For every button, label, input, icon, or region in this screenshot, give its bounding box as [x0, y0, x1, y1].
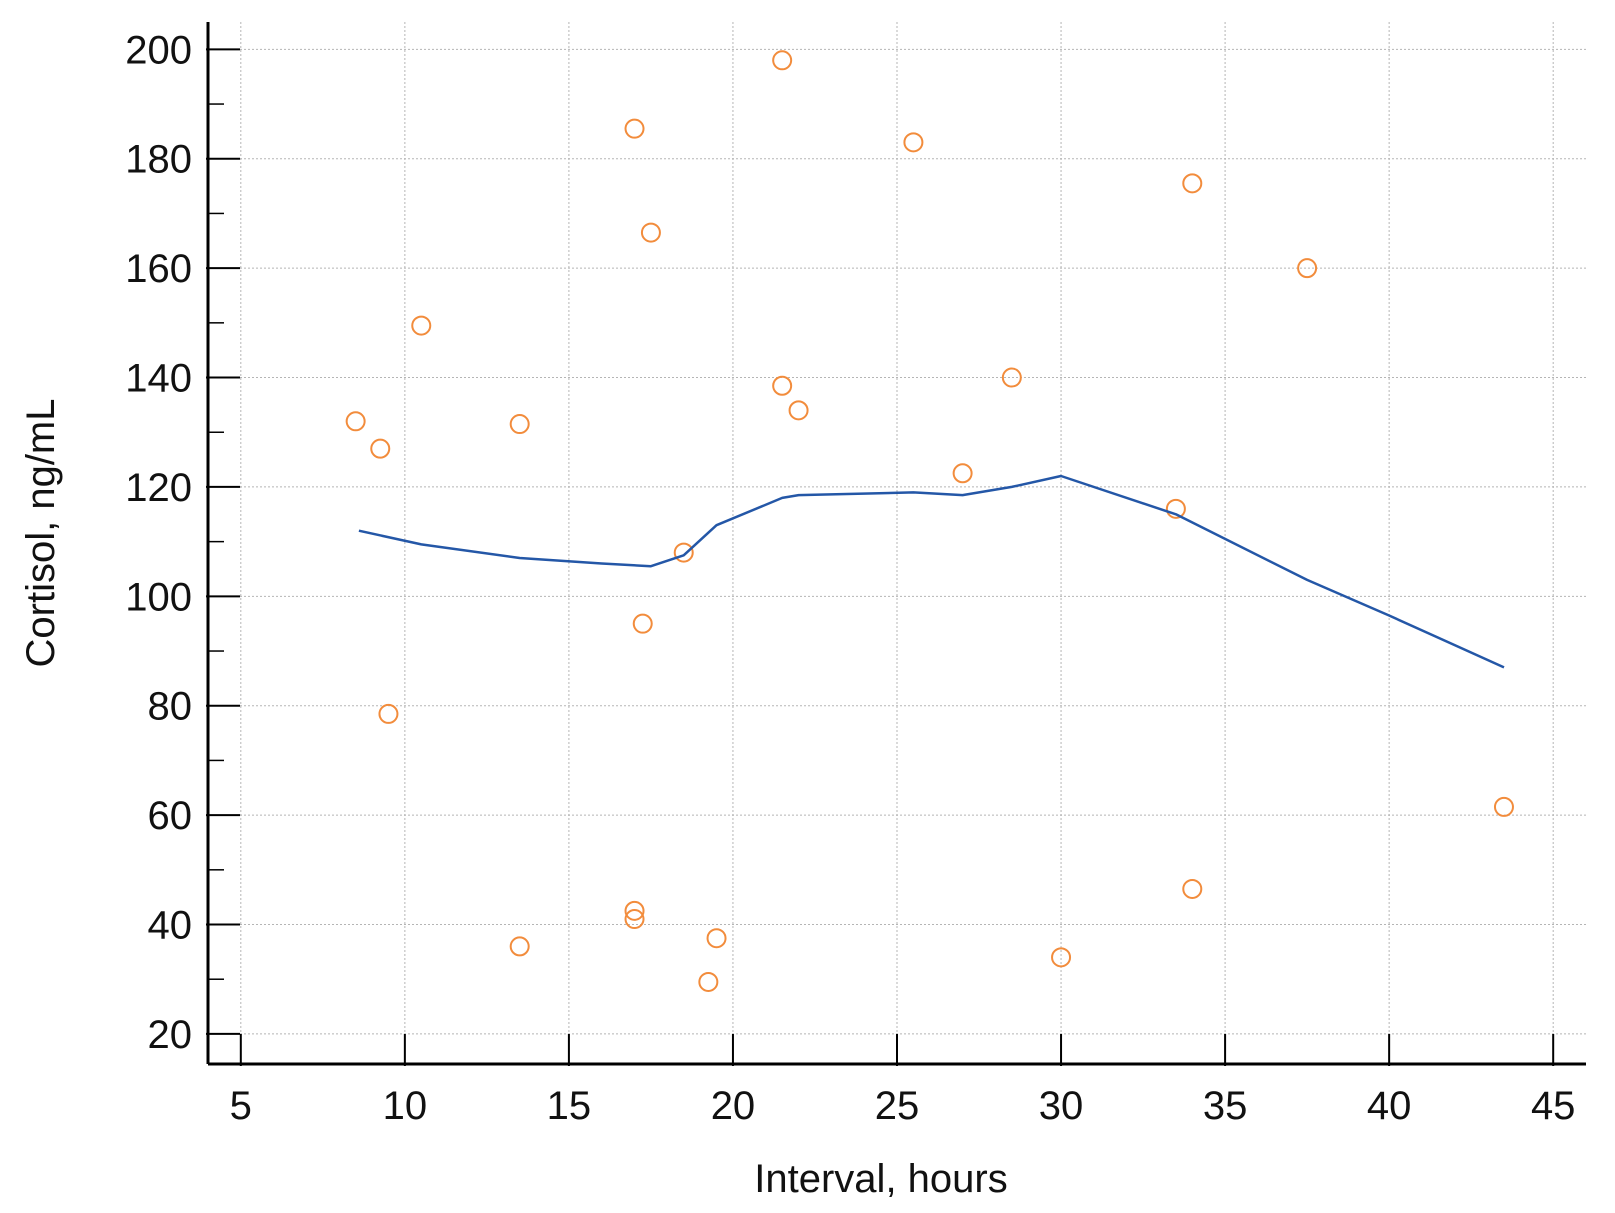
data-point — [624, 900, 645, 921]
data-point — [624, 909, 645, 930]
data-point — [509, 936, 530, 957]
x-tick-label: 40 — [1367, 1084, 1412, 1128]
grid-lines — [208, 22, 1586, 1064]
data-point — [624, 118, 645, 139]
data-point — [673, 542, 694, 563]
data-point — [698, 971, 719, 992]
data-point — [509, 414, 530, 435]
data-point — [1182, 878, 1203, 899]
y-tick-label: 80 — [148, 685, 193, 729]
x-tick-label: 20 — [711, 1084, 756, 1128]
data-point — [1182, 173, 1203, 194]
data-point — [370, 438, 391, 459]
y-tick-label: 180 — [125, 138, 192, 182]
y-tick-label: 160 — [125, 247, 192, 291]
x-tick-label: 25 — [875, 1084, 920, 1128]
x-tick-label: 15 — [547, 1084, 592, 1128]
data-point — [640, 222, 661, 243]
data-point — [345, 411, 366, 432]
data-point — [706, 928, 727, 949]
data-point — [1493, 796, 1514, 817]
data-point — [772, 50, 793, 71]
data-point — [378, 703, 399, 724]
data-point — [1297, 258, 1318, 279]
x-tick-label: 35 — [1203, 1084, 1248, 1128]
y-tick-label: 120 — [125, 466, 192, 510]
data-point — [788, 400, 809, 421]
smoothed-trend-line — [358, 474, 1505, 669]
x-axis-title: Interval, hours — [754, 1157, 1007, 1201]
data-marks — [345, 50, 1514, 992]
data-point — [772, 375, 793, 396]
y-tick-label: 140 — [125, 357, 192, 401]
ticks: 20 40 60 80 100 120 140 160 180 200 5 10 15 20 25 30 35 4… — [125, 28, 1575, 1128]
data-point — [952, 463, 973, 484]
data-point — [1001, 367, 1022, 388]
y-tick-label: 100 — [125, 575, 192, 619]
x-tick-label: 45 — [1531, 1084, 1576, 1128]
x-tick-label: 10 — [383, 1084, 428, 1128]
y-tick-label: 40 — [148, 904, 193, 948]
data-point — [1051, 947, 1072, 968]
x-tick-label: 5 — [230, 1084, 252, 1128]
data-point — [903, 132, 924, 153]
data-point — [632, 613, 653, 634]
x-tick-label: 30 — [1039, 1084, 1084, 1128]
y-axis-title: Cortisol, ng/mL — [19, 399, 63, 668]
data-point — [411, 315, 432, 336]
y-tick-label: 20 — [148, 1013, 193, 1057]
data-point — [1165, 498, 1186, 519]
y-tick-label: 200 — [125, 28, 192, 72]
y-tick-label: 60 — [148, 794, 193, 838]
